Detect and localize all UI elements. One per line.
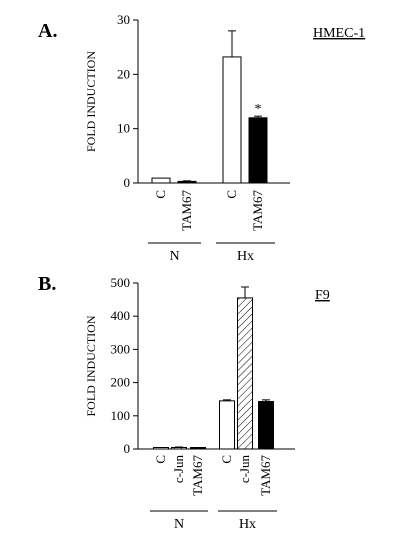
category-label-0: C <box>153 455 168 464</box>
category-label-1: c-Jun <box>171 455 186 484</box>
category-label-4: c-Jun <box>237 455 252 484</box>
y-tick-label: 300 <box>111 341 131 356</box>
y-axis-title: FOLD INDUCTION <box>84 51 98 152</box>
group-label-hx: Hx <box>239 517 256 532</box>
y-tick-label: 100 <box>111 408 131 423</box>
y-tick-label: 20 <box>117 66 130 81</box>
panel-b-label: B. <box>38 273 56 295</box>
category-label-3: C <box>219 455 234 464</box>
panel-a-label: A. <box>38 20 57 42</box>
category-label-2: TAM67 <box>190 455 205 496</box>
y-axis-title: FOLD INDUCTION <box>84 315 98 416</box>
bar-3 <box>248 117 268 184</box>
bar-0 <box>153 447 169 450</box>
chart-panel-b: 0 100 200 300 400 500 FOLD INDUCTION C c-Jun TAM6… <box>84 275 295 532</box>
group-label-hx: Hx <box>237 249 254 264</box>
y-tick-label: 30 <box>117 12 130 27</box>
significance-marker: * <box>255 102 262 117</box>
y-tick-label: 500 <box>111 275 131 290</box>
bar-5 <box>258 401 274 450</box>
chart-panel-a: 0 10 20 30 FOLD INDUCTION C TAM67 C TAM67 * N Hx <box>84 12 290 264</box>
category-label-5: TAM67 <box>258 455 273 496</box>
y-tick-label: 200 <box>111 375 131 390</box>
group-label-n: N <box>174 517 184 532</box>
bar-1 <box>177 180 197 184</box>
y-tick-label: 400 <box>111 308 131 323</box>
y-tick-label: 0 <box>124 175 131 190</box>
bar-4 <box>237 297 253 450</box>
category-label-2: C <box>224 190 239 199</box>
group-label-n: N <box>169 249 179 264</box>
category-label-3: TAM67 <box>250 190 265 231</box>
category-label-1: TAM67 <box>179 190 194 231</box>
panel-a-cell-line: HMEC-1 <box>313 26 365 41</box>
category-label-0: C <box>153 190 168 199</box>
y-tick-label: 10 <box>117 121 130 136</box>
bar-3 <box>219 400 235 450</box>
bar-2 <box>222 56 242 184</box>
panel-b-cell-line: F9 <box>315 288 330 303</box>
y-tick-label: 0 <box>124 441 131 456</box>
bar-0 <box>151 177 171 184</box>
